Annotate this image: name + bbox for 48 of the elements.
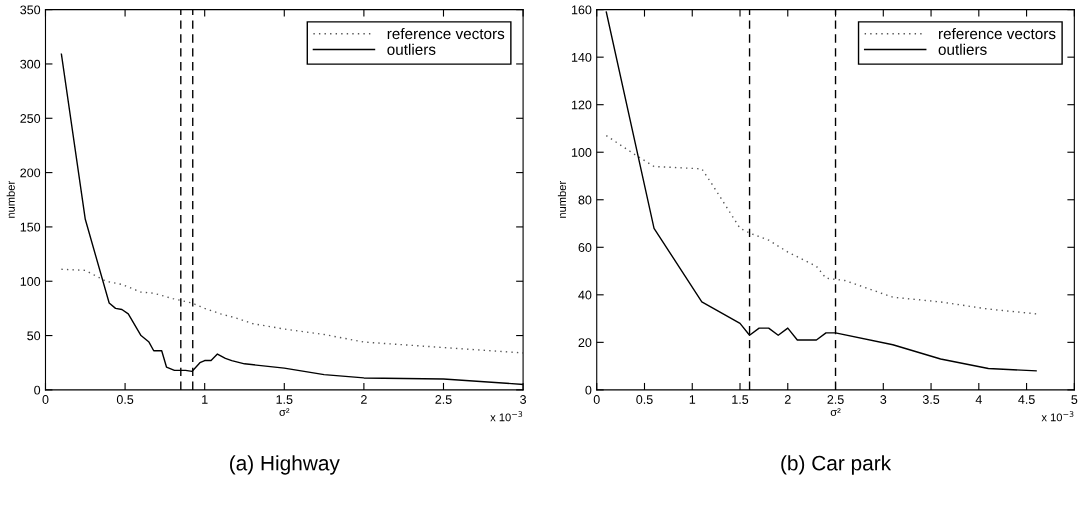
x-tick-label: 2.5 xyxy=(435,395,452,404)
x-tick-label: 1.5 xyxy=(276,395,293,404)
x-tick-label: 3.5 xyxy=(922,395,940,404)
x-tick-label: 1 xyxy=(202,395,208,404)
x-axis-title: σ² xyxy=(279,408,290,416)
legend-label: reference vectors xyxy=(939,27,1056,40)
y-tick-label: 350 xyxy=(20,5,41,15)
y-tick-label: 60 xyxy=(578,243,592,252)
text: x 10$^{−3}$ xyxy=(490,411,523,422)
x-tick-label: 2.5 xyxy=(827,395,844,404)
y-tick-label: 0 xyxy=(585,385,592,395)
x-tick-label: 3 xyxy=(880,395,887,404)
text: (a) Highway xyxy=(230,455,340,475)
x-tick-label: 5 xyxy=(1071,395,1078,404)
legend-label: reference vectors xyxy=(387,27,505,40)
y-tick-label: 250 xyxy=(20,114,41,123)
y-tick-label: 50 xyxy=(27,331,41,341)
x-tick-label: 2 xyxy=(784,395,791,404)
x-axis-title: σ² xyxy=(830,408,841,416)
x-tick-label: 2 xyxy=(361,395,367,404)
text: x 10$^{−3}$ xyxy=(1041,411,1074,422)
x-tick-label: 4.5 xyxy=(1018,395,1035,404)
y-tick-label: 100 xyxy=(20,277,41,286)
x-tick-label: 4 xyxy=(975,395,982,404)
y-tick-label: 40 xyxy=(578,290,592,300)
x-tick-label: 0.5 xyxy=(636,395,653,404)
y-tick-label: 100 xyxy=(571,148,592,157)
x-tick-label: 0 xyxy=(42,395,49,404)
x-tick-label: 0 xyxy=(593,395,600,404)
line-series xyxy=(605,134,1037,315)
y-axis-title: number xyxy=(557,181,567,218)
x-tick-label: 0.5 xyxy=(116,395,134,404)
y-tick-label: 200 xyxy=(20,168,41,178)
x-tick-label: 1.5 xyxy=(732,395,749,404)
y-tick-label: 20 xyxy=(578,338,592,347)
x-tick-label: 3 xyxy=(520,395,527,404)
y-tick-label: 140 xyxy=(571,52,592,62)
legend-label: outliers xyxy=(938,43,987,55)
text: (b) Car park xyxy=(781,455,892,475)
y-tick-label: 0 xyxy=(34,385,41,395)
y-tick-label: 150 xyxy=(20,222,41,232)
legend-label: outliers xyxy=(387,43,436,55)
y-tick-label: 160 xyxy=(571,5,592,15)
x-tick-label: 1 xyxy=(689,395,696,404)
y-tick-label: 120 xyxy=(571,100,592,110)
y-axis-title: number xyxy=(6,181,15,218)
y-tick-label: 80 xyxy=(578,195,592,205)
y-tick-label: 300 xyxy=(20,59,41,69)
